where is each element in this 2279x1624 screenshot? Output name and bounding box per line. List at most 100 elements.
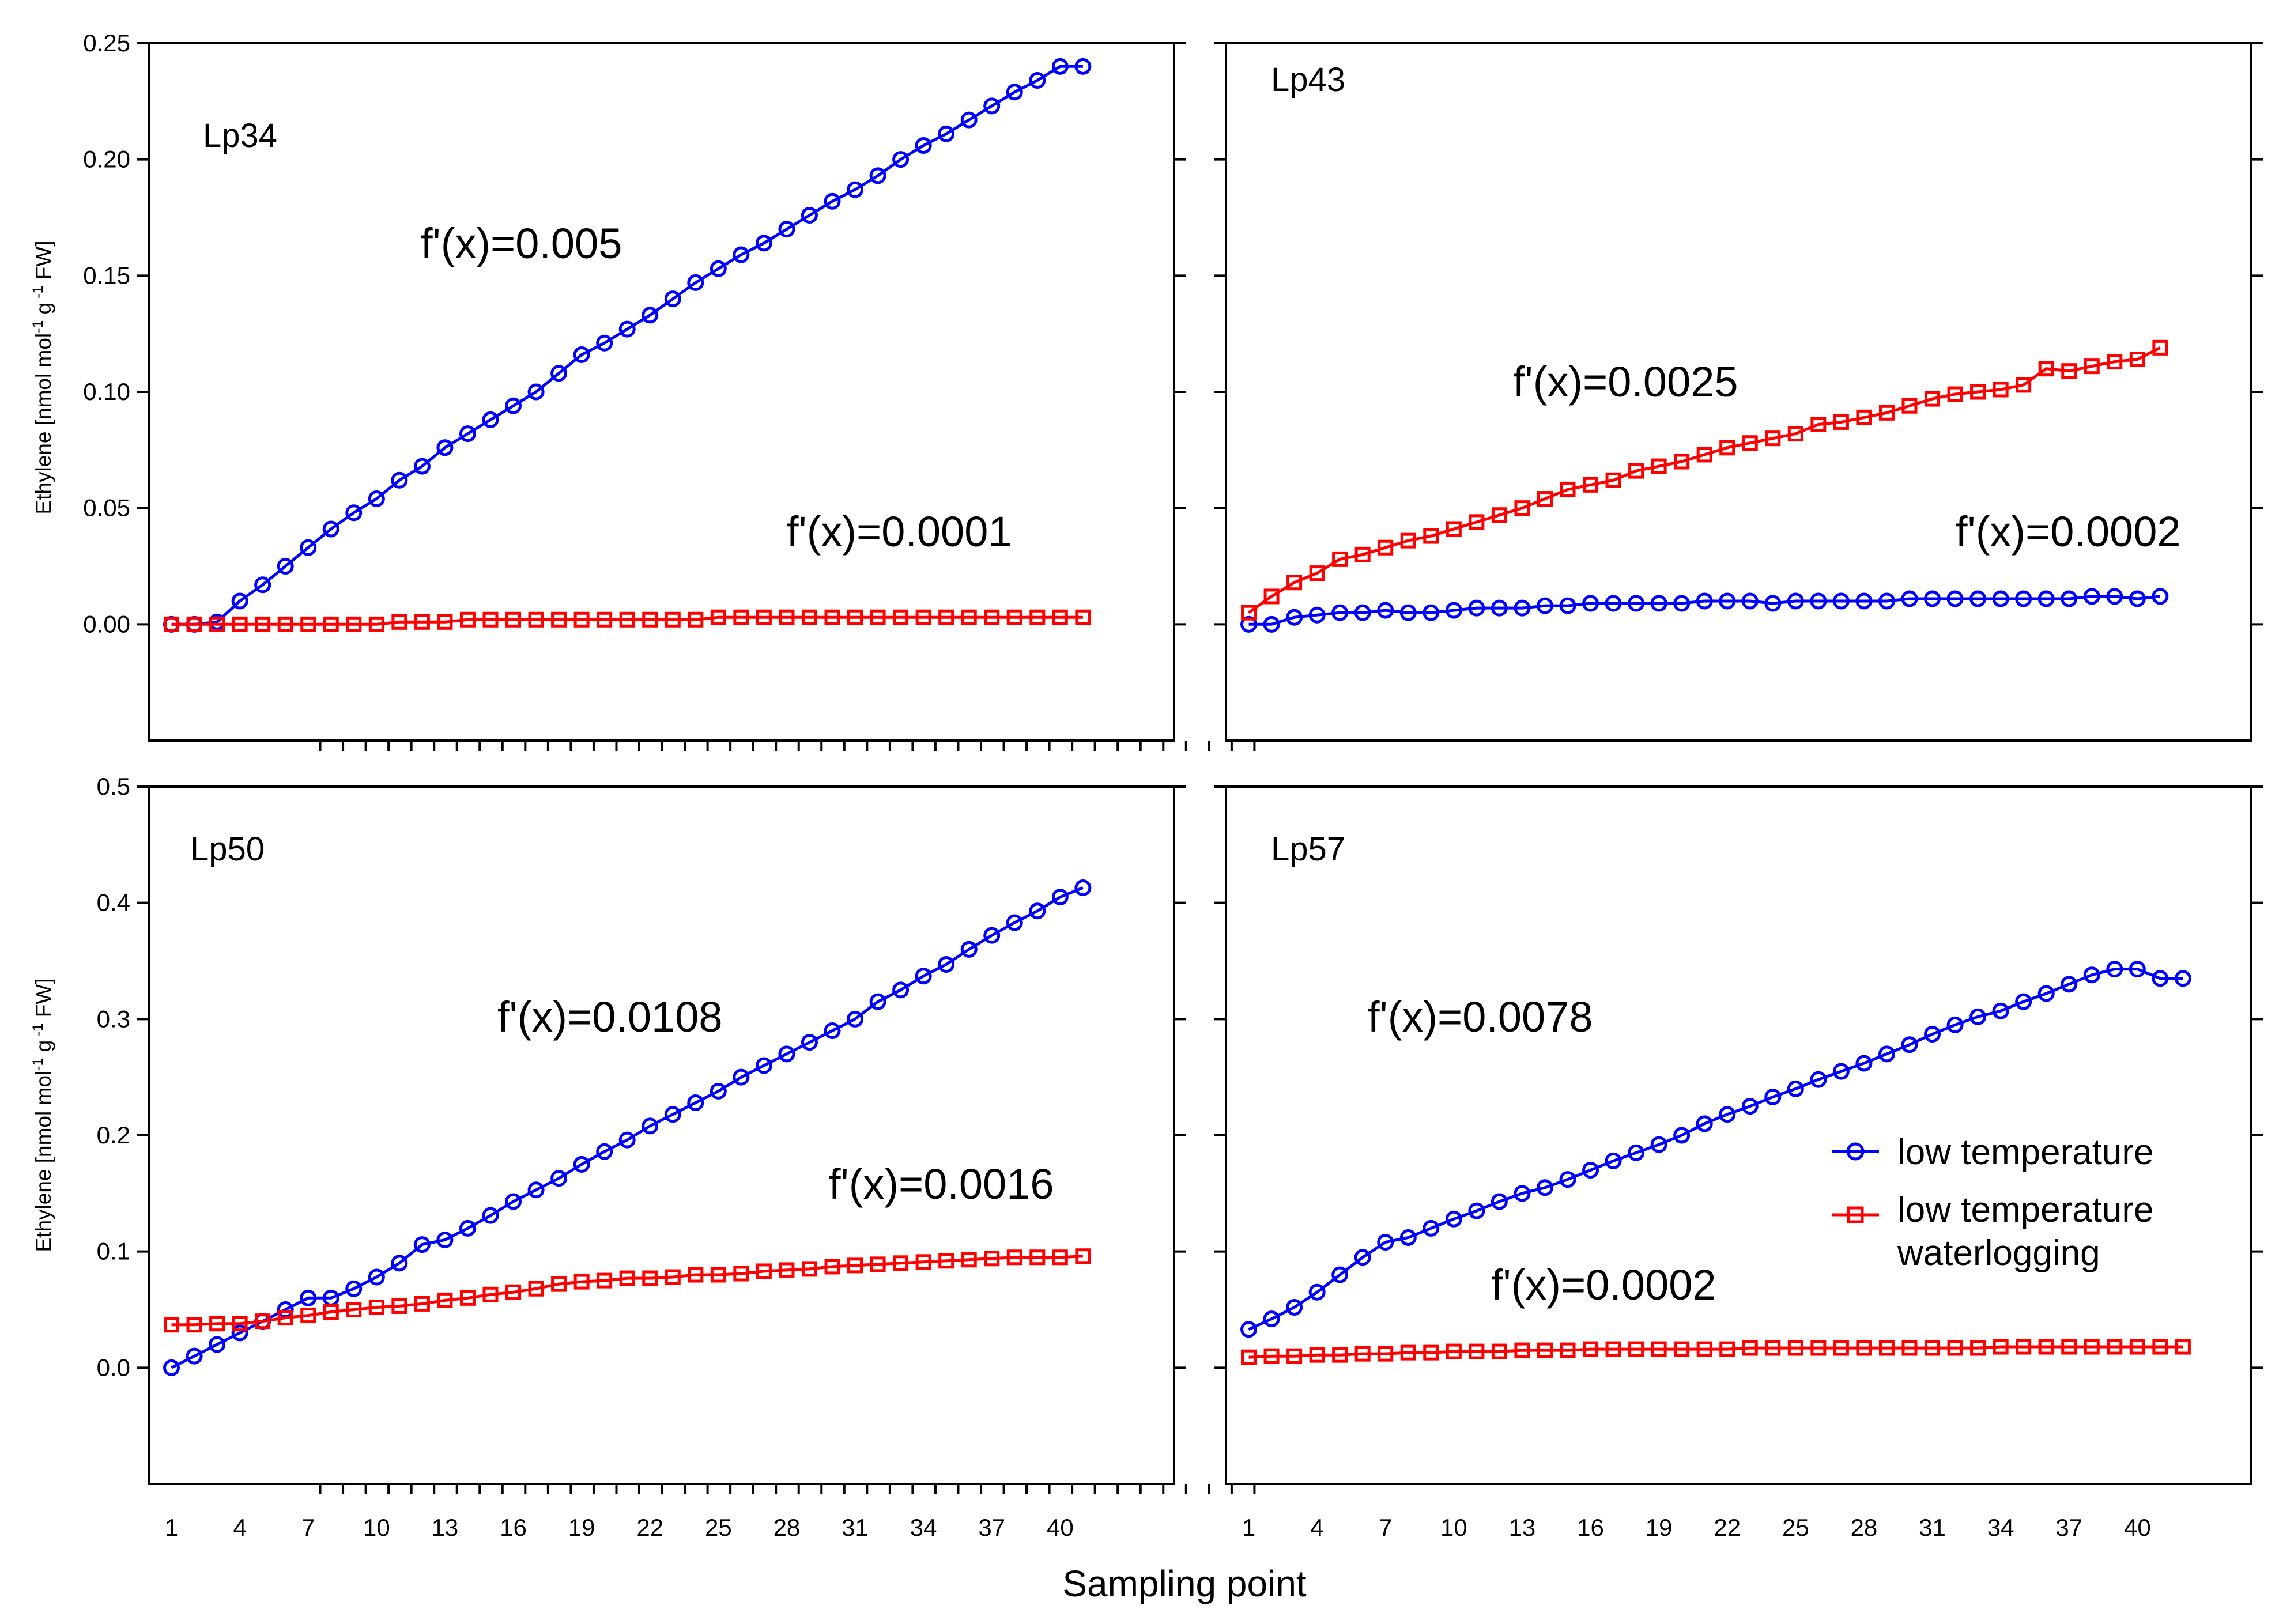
data-point-low-temperature xyxy=(778,221,795,238)
data-point-low-temperature xyxy=(1423,1219,1440,1237)
data-point-low-temperature xyxy=(1536,1179,1553,1196)
data-point-low-temperature xyxy=(687,274,704,291)
data-point-low-temperature xyxy=(1719,592,1736,610)
data-point-waterlogging xyxy=(391,1298,407,1314)
data-point-waterlogging xyxy=(938,1253,954,1269)
data-point-low-temperature xyxy=(824,1022,841,1039)
data-point-waterlogging xyxy=(1006,1249,1022,1266)
data-point-low-temperature xyxy=(1399,604,1417,621)
data-point-low-temperature xyxy=(1650,1136,1667,1153)
x-tick-label: 4 xyxy=(233,1514,246,1541)
data-point-waterlogging xyxy=(2061,363,2077,379)
data-point-low-temperature xyxy=(1946,1016,1964,1033)
data-point-low-temperature xyxy=(892,151,910,168)
data-point-waterlogging xyxy=(1901,398,1918,414)
data-point-waterlogging xyxy=(1833,414,1849,430)
data-point-low-temperature xyxy=(983,97,1001,115)
data-point-low-temperature xyxy=(2106,588,2123,605)
data-point-low-temperature xyxy=(391,1255,408,1272)
data-point-low-temperature xyxy=(482,411,499,428)
data-point-waterlogging xyxy=(346,1302,362,1317)
data-point-waterlogging xyxy=(368,616,384,632)
x-tick-label: 10 xyxy=(363,1514,390,1541)
data-point-low-temperature xyxy=(938,956,955,973)
data-point-waterlogging xyxy=(1970,1340,1986,1356)
data-point-waterlogging xyxy=(893,1255,909,1271)
data-point-waterlogging xyxy=(1075,609,1091,625)
data-point-low-temperature xyxy=(163,1359,180,1376)
panel-lp50: 0.5 0.4 0.3 0.2 0.1 0.0 1 4 7 10 13 16 19 22 25 28 31 34 3… xyxy=(97,773,1256,1541)
data-point-low-temperature xyxy=(983,927,1001,944)
data-point-low-temperature xyxy=(1946,590,1964,607)
data-point-low-temperature xyxy=(2061,976,2078,993)
data-point-waterlogging xyxy=(665,1269,681,1285)
data-point-waterlogging xyxy=(1006,609,1022,625)
x-tick-label: 19 xyxy=(568,1514,595,1541)
y-tick-label: 0.20 xyxy=(83,146,130,173)
data-point-waterlogging xyxy=(1378,539,1394,556)
slope-annotation: f'(x)=0.0002 xyxy=(1956,508,2181,556)
data-point-low-temperature xyxy=(1582,595,1599,612)
data-point-waterlogging xyxy=(756,609,772,625)
data-point-waterlogging xyxy=(1309,1347,1325,1363)
data-point-low-temperature xyxy=(733,246,750,263)
data-point-low-temperature xyxy=(596,334,613,352)
data-point-waterlogging xyxy=(1742,435,1758,451)
y-tick-label: 0.05 xyxy=(83,494,130,522)
data-point-low-temperature xyxy=(869,167,886,184)
y-tick-label: 0.10 xyxy=(83,378,130,405)
slope-annotation: f'(x)=0.0078 xyxy=(1368,993,1593,1041)
data-point-waterlogging xyxy=(710,609,726,625)
x-tick-label: 25 xyxy=(705,1514,732,1541)
data-point-low-temperature xyxy=(1855,592,1873,610)
data-point-low-temperature xyxy=(1605,1152,1622,1169)
data-point-low-temperature xyxy=(1354,1249,1371,1266)
data-point-low-temperature xyxy=(801,206,818,224)
panel-lp57: 1 4 7 10 13 16 19 22 25 28 31 34 37 40 Lp57 f'(x)=0.007… xyxy=(1214,785,2263,1541)
data-point-low-temperature xyxy=(573,346,590,363)
data-point-waterlogging xyxy=(1469,1343,1485,1359)
data-point-low-temperature xyxy=(2106,961,2123,978)
x-tick-label: 25 xyxy=(1782,1514,1809,1541)
data-point-waterlogging xyxy=(255,1313,271,1330)
data-point-waterlogging xyxy=(1400,1344,1416,1361)
y-tick-label: 0.15 xyxy=(83,262,130,289)
series-line-low-temperature xyxy=(171,65,1083,626)
panel-title: Lp43 xyxy=(1271,61,1345,99)
legend-marker-low-temperature xyxy=(1846,1142,1865,1161)
data-point-waterlogging xyxy=(1856,1340,1872,1356)
data-point-low-temperature xyxy=(413,458,431,475)
data-point-low-temperature xyxy=(1673,595,1691,612)
data-point-low-temperature xyxy=(1468,1202,1485,1219)
slope-annotation: f'(x)=0.0108 xyxy=(497,993,723,1041)
data-point-waterlogging xyxy=(1901,1340,1918,1356)
data-point-low-temperature xyxy=(1029,72,1046,89)
x-tick-label: 37 xyxy=(2055,1514,2082,1541)
data-point-low-temperature xyxy=(755,1057,772,1074)
x-tick-label: 34 xyxy=(1987,1514,2014,1541)
data-point-low-temperature xyxy=(1901,590,1918,607)
data-point-low-temperature xyxy=(1810,1071,1827,1088)
data-point-low-temperature xyxy=(915,137,932,154)
data-point-low-temperature xyxy=(733,1068,750,1086)
data-point-waterlogging xyxy=(551,611,567,628)
data-point-waterlogging xyxy=(1993,1339,2009,1355)
data-point-low-temperature xyxy=(1074,58,1092,75)
data-point-waterlogging xyxy=(277,1310,293,1326)
data-point-waterlogging xyxy=(938,609,954,625)
data-point-low-temperature xyxy=(1445,1210,1462,1228)
data-point-waterlogging xyxy=(1719,1341,1735,1357)
data-point-low-temperature xyxy=(1855,1055,1873,1072)
data-point-low-temperature xyxy=(2174,970,2191,987)
data-point-low-temperature xyxy=(2129,961,2146,978)
x-tick-label: 40 xyxy=(1047,1514,1074,1541)
data-point-waterlogging xyxy=(984,609,1000,625)
data-point-waterlogging xyxy=(1970,384,1986,400)
data-point-waterlogging xyxy=(961,609,977,625)
data-point-waterlogging xyxy=(619,1270,635,1286)
data-point-low-temperature xyxy=(527,383,545,401)
data-point-low-temperature xyxy=(573,1155,590,1173)
y-tick-label: 0.1 xyxy=(97,1238,130,1265)
data-point-waterlogging xyxy=(2175,1339,2191,1355)
data-point-waterlogging xyxy=(164,1317,180,1333)
